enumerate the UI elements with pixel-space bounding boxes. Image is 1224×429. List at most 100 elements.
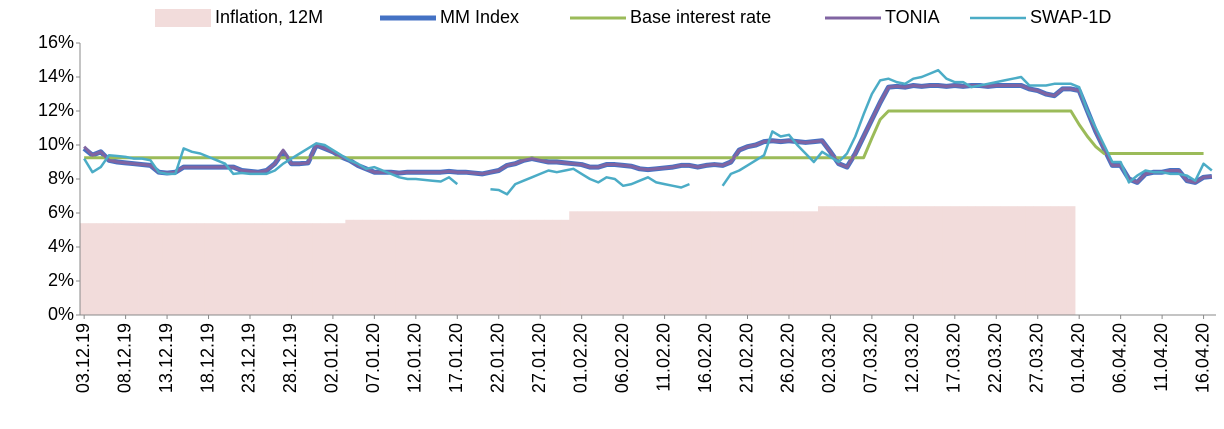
inflation-bar — [867, 206, 877, 315]
inflation-bar — [917, 206, 927, 315]
inflation-bar — [842, 206, 852, 315]
inflation-bar — [295, 223, 305, 315]
inflation-bar — [411, 219, 421, 315]
inflation-bar — [685, 211, 695, 315]
inflation-bar — [768, 211, 777, 315]
inflation-bar — [303, 223, 313, 315]
x-tick-label: 08.12.19 — [114, 323, 134, 393]
inflation-bar — [428, 219, 437, 315]
inflation-bar — [585, 211, 595, 315]
inflation-bar — [751, 211, 761, 315]
inflation-bar — [884, 206, 894, 315]
inflation-bar — [983, 206, 993, 315]
inflation-bar — [718, 211, 728, 315]
x-tick-label: 03.12.19 — [73, 323, 93, 393]
inflation-bar — [378, 219, 388, 315]
inflation-bar — [826, 206, 835, 315]
inflation-bar — [113, 223, 122, 315]
inflation-bar — [602, 211, 612, 315]
x-tick-label: 12.03.20 — [902, 323, 922, 393]
inflation-bar — [992, 206, 1001, 315]
inflation-bar — [552, 219, 562, 315]
x-tick-label: 22.03.20 — [985, 323, 1005, 393]
inflation-bar — [486, 219, 495, 315]
inflation-bar — [958, 206, 968, 315]
x-tick-label: 06.04.20 — [1109, 323, 1129, 393]
inflation-bar — [154, 223, 164, 315]
inflation-bar — [1025, 206, 1034, 315]
inflation-bar — [876, 206, 885, 315]
inflation-bar — [784, 211, 794, 315]
inflation-bar — [1008, 206, 1018, 315]
inflation-bar — [511, 219, 520, 315]
inflation-bar — [967, 206, 976, 315]
legend-label: Inflation, 12M — [215, 7, 323, 27]
y-tick-label: 8% — [48, 168, 74, 188]
y-tick-label: 2% — [48, 270, 74, 290]
legend-label: SWAP-1D — [1030, 7, 1111, 27]
x-tick-label: 13.12.19 — [156, 323, 176, 393]
inflation-bar — [527, 219, 537, 315]
inflation-bar — [444, 219, 454, 315]
inflation-bar — [171, 223, 180, 315]
series-line — [82, 83, 1213, 185]
legend-label: Base interest rate — [630, 7, 771, 27]
inflation-bar — [1016, 206, 1026, 315]
inflation-bar — [419, 219, 429, 315]
inflation-bar — [677, 211, 686, 315]
x-tick-label: 12.01.20 — [405, 323, 425, 393]
inflation-bar — [710, 211, 719, 315]
inflation-bar — [345, 219, 355, 315]
inflation-bar — [469, 219, 479, 315]
inflation-bar — [701, 211, 711, 315]
inflation-bar — [925, 206, 935, 315]
x-tick-label: 17.01.20 — [446, 323, 466, 393]
inflation-bar — [353, 219, 363, 315]
inflation-bar — [801, 211, 811, 315]
inflation-bar — [668, 211, 678, 315]
inflation-bar — [196, 223, 205, 315]
inflation-bar — [328, 223, 338, 315]
inflation-bar — [660, 211, 670, 315]
x-tick-label: 07.03.20 — [861, 323, 881, 393]
inflation-bar — [536, 219, 545, 315]
x-tick-label: 21.02.20 — [736, 323, 756, 393]
y-tick-label: 16% — [38, 32, 74, 52]
inflation-bar — [776, 211, 786, 315]
inflation-bar — [229, 223, 238, 315]
inflation-bar — [817, 206, 827, 315]
inflation-bar — [237, 223, 247, 315]
x-tick-label: 23.12.19 — [239, 323, 259, 393]
inflation-bar — [361, 219, 371, 315]
inflation-bar — [577, 211, 587, 315]
inflation-bar — [519, 219, 529, 315]
y-tick-label: 14% — [38, 66, 74, 86]
x-tick-label: 18.12.19 — [197, 323, 217, 393]
inflation-bar — [934, 206, 943, 315]
x-tick-label: 02.03.20 — [819, 323, 839, 393]
inflation-bar — [892, 206, 902, 315]
series-line — [84, 109, 1204, 160]
inflation-bar — [851, 206, 860, 315]
inflation-bar — [743, 211, 753, 315]
x-tick-label: 26.02.20 — [778, 323, 798, 393]
inflation-bar — [320, 223, 330, 315]
x-tick-label: 07.01.20 — [363, 323, 383, 393]
inflation-bar — [652, 211, 661, 315]
legend-label: MM Index — [440, 7, 519, 27]
series-line — [83, 68, 1213, 196]
inflation-bar — [975, 206, 985, 315]
inflation-bar — [793, 211, 802, 315]
inflation-bar — [146, 223, 156, 315]
legend-label: TONIA — [885, 7, 940, 27]
inflation-bar — [478, 219, 487, 315]
inflation-bar — [1058, 206, 1068, 315]
inflation-bar — [909, 206, 918, 315]
inflation-bar — [502, 219, 512, 315]
inflation-bar — [138, 223, 147, 315]
x-tick-label: 22.01.20 — [487, 323, 507, 393]
inflation-bar — [436, 219, 446, 315]
inflation-bar — [254, 223, 263, 315]
inflation-bar — [104, 223, 114, 315]
x-tick-label: 11.04.20 — [1151, 323, 1171, 392]
